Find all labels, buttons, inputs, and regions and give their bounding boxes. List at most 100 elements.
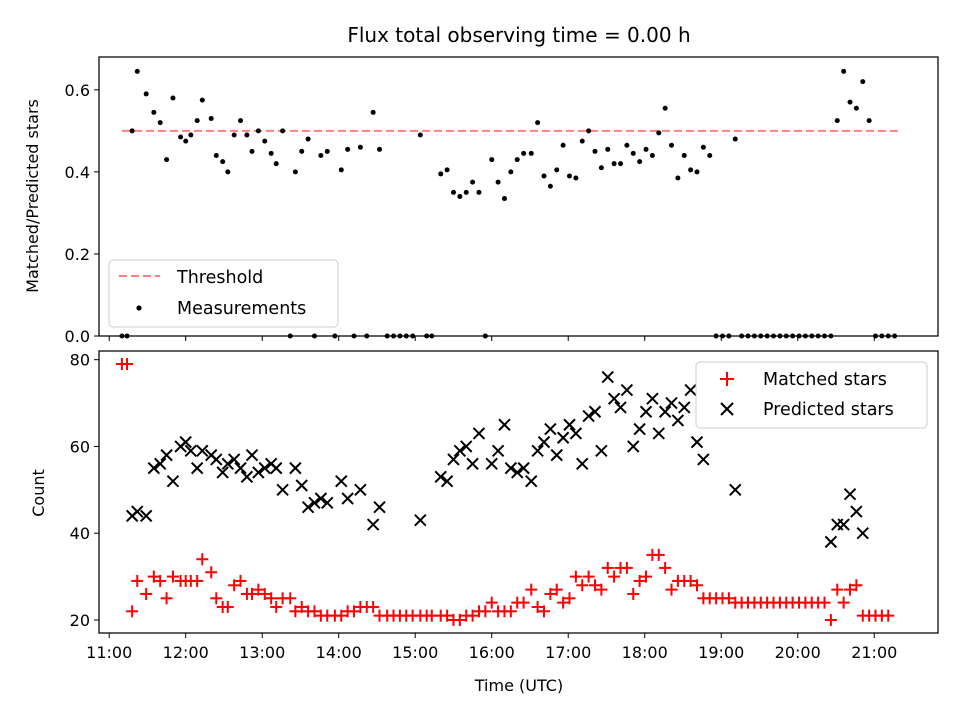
predicted-star-point (824, 535, 838, 549)
predicted-star-point (639, 405, 653, 418)
matched-star-point (479, 605, 492, 618)
measurement-point (268, 150, 274, 156)
x-tick-label: 14:00 (316, 643, 362, 662)
predicted-star-point (240, 470, 254, 484)
matched-star-point (131, 574, 144, 587)
measurement-point (129, 128, 135, 134)
matched-star-point (121, 358, 134, 371)
measurement-point (238, 118, 244, 124)
measurement-point (675, 175, 681, 181)
matched-star-point (234, 574, 247, 587)
predicted-star-point (190, 461, 204, 475)
measurement-point (535, 120, 541, 126)
matched-star-point (665, 583, 678, 596)
measurement-point (476, 189, 482, 195)
matched-star-point (582, 570, 595, 583)
predicted-star-point (160, 448, 173, 462)
x-tick-label: 19:00 (698, 643, 744, 662)
measurement-point (199, 97, 205, 103)
chart-title: Flux total observing time = 0.00 h (347, 23, 690, 47)
measurement-point (338, 167, 344, 173)
measurement-point (213, 152, 219, 158)
measurement-point (694, 169, 700, 175)
measurement-point (208, 116, 214, 122)
matched-star-point (367, 600, 380, 613)
predicted-star-point (276, 483, 289, 497)
measurements-legend-label: Measurements (177, 299, 306, 319)
matched-star-point (608, 570, 621, 583)
matched-star-point (850, 579, 863, 592)
predicted-star-point (373, 500, 386, 514)
predicted-star-point (563, 418, 576, 431)
predicted-star-point (153, 457, 167, 471)
predicted-star-point (472, 427, 486, 440)
measurement-point (662, 105, 668, 111)
matched-star-point (517, 596, 530, 609)
matched-star-point (569, 570, 582, 583)
predicted-star-point (308, 496, 321, 510)
matched-star-point (837, 596, 850, 609)
predicted-star-point (504, 461, 518, 475)
measurement-point (528, 150, 534, 156)
measurement-point (134, 68, 140, 74)
ratio-y-tick-label: 0.2 (65, 245, 90, 264)
matched-star-point (504, 605, 517, 618)
measurement-point (249, 148, 255, 154)
predicted-star-point (582, 409, 595, 423)
predicted-star-point (434, 470, 447, 484)
ratio-y-tick-label: 0.0 (65, 327, 90, 346)
matched-star-point (684, 574, 697, 587)
predicted-star-point (485, 457, 498, 471)
measurement-point (560, 142, 566, 148)
matched-star-point (160, 592, 173, 605)
count-y-tick-label: 20 (70, 611, 90, 630)
predicted-star-point (258, 461, 271, 475)
measurement-point (220, 159, 226, 165)
predicted-legend-label: Predicted stars (763, 400, 894, 420)
matched-star-point (258, 587, 271, 600)
measurement-point (508, 169, 514, 175)
measurement-point (541, 173, 547, 179)
measurement-point (688, 167, 694, 173)
matched-star-point (246, 587, 259, 600)
matched-star-point (531, 600, 544, 613)
predicted-star-point (697, 453, 710, 466)
matched-star-point (818, 596, 831, 609)
measurement-point (318, 152, 324, 158)
predicted-star-point (850, 505, 863, 518)
measurements-legend-swatch (136, 305, 142, 311)
x-tick-label: 20:00 (775, 643, 821, 662)
measurement-point (438, 171, 444, 177)
count-plot-frame (98, 350, 939, 634)
x-tick-label: 12:00 (163, 643, 209, 662)
predicted-star-point (607, 392, 621, 405)
count-panel: 20 40 60 80 11:00 12:00 13:00 14:00 15:00 16:00 17… (29, 350, 939, 662)
matched-star-point (563, 592, 576, 605)
predicted-star-point (690, 435, 704, 449)
measurement-point (463, 189, 469, 195)
matched-star-point (525, 583, 538, 596)
matched-star-point (627, 587, 640, 600)
measurement-point (732, 136, 738, 142)
matched-star-point (348, 605, 361, 618)
predicted-star-point (525, 474, 538, 488)
matched-star-point (652, 548, 665, 561)
predicted-star-point (440, 474, 454, 488)
predicted-star-point (729, 483, 742, 497)
predicted-star-point (550, 448, 563, 462)
x-tick-label: 18:00 (622, 643, 668, 662)
ratio-y-tick-label: 0.6 (65, 81, 90, 100)
matched-star-point (265, 592, 278, 605)
matched-star-point (544, 587, 557, 600)
measurement-point (643, 146, 649, 152)
measurement-point (853, 105, 859, 111)
measurement-point (262, 138, 268, 144)
matched-star-point (284, 592, 297, 605)
measurement-point (489, 157, 495, 163)
matched-star-point (882, 609, 895, 622)
threshold-legend-label: Threshold (176, 268, 263, 288)
predicted-star-point (216, 466, 229, 479)
predicted-star-point (684, 383, 697, 397)
predicted-star-point (843, 487, 857, 501)
